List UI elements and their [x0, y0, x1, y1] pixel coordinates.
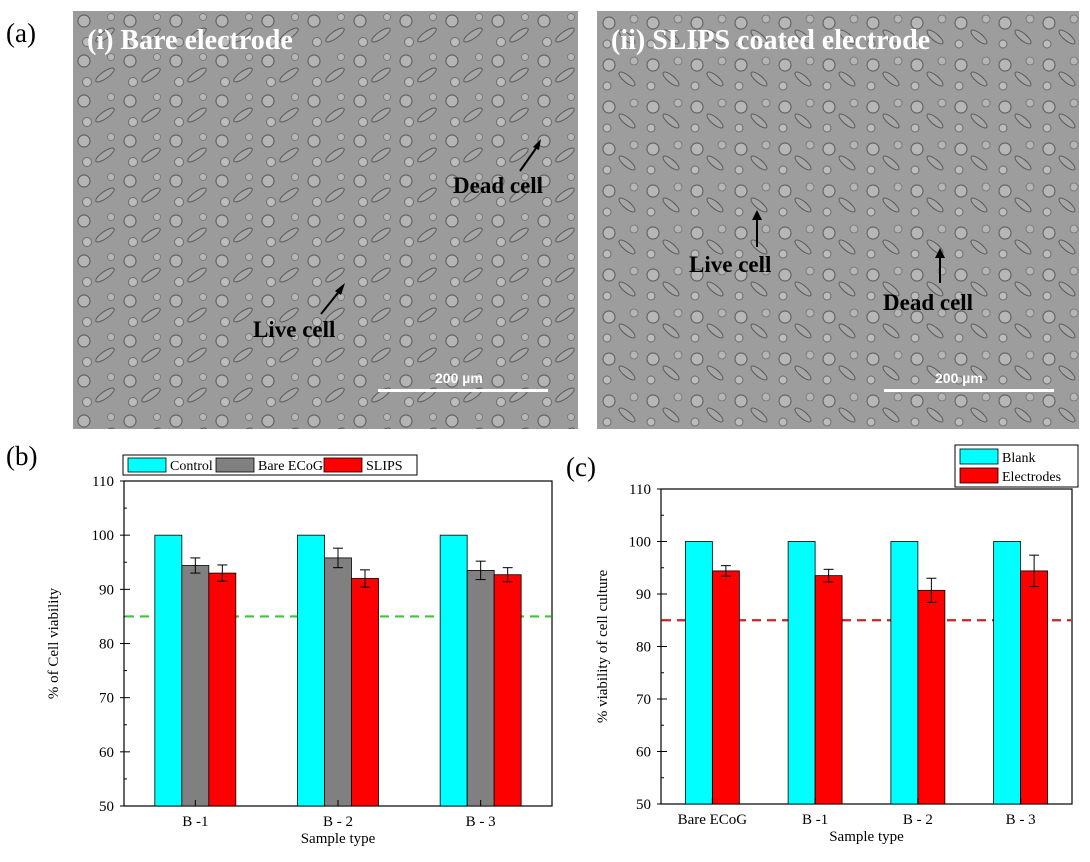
bar-control	[154, 534, 183, 807]
y-tick-label: 100	[629, 535, 652, 551]
bar-blank	[787, 541, 816, 805]
x-axis-label: Sample type	[829, 829, 904, 845]
micrograph-title-i: (i) Bare electrode	[87, 25, 293, 56]
plot-frame	[660, 488, 1073, 805]
bar-bare-ecog	[466, 569, 495, 807]
y-tick-label: 80	[99, 637, 114, 653]
y-tick-label: 110	[92, 474, 114, 490]
bar-control	[439, 534, 468, 807]
bar-blank	[993, 541, 1022, 805]
legend-box	[954, 444, 1079, 488]
bar-slips	[351, 578, 379, 807]
micrograph-slips-image: (ii) SLIPS coated electrode Live cell De…	[597, 11, 1079, 429]
y-tick-label: 60	[636, 745, 651, 761]
legend-swatch	[127, 457, 167, 473]
scale-bar-i	[378, 389, 548, 392]
y-tick-label: 90	[99, 582, 114, 598]
live-cell-label-ii: Live cell	[689, 252, 771, 277]
bar-electrodes	[711, 570, 740, 805]
y-tick-label: 80	[636, 640, 651, 656]
bar-blank	[684, 541, 713, 805]
legend-label: SLIPS	[366, 459, 403, 474]
dead-cell-arrowhead-ii	[935, 248, 945, 258]
scale-bar-ii	[884, 389, 1054, 392]
legend-swatch	[959, 448, 999, 465]
y-tick-label: 100	[92, 528, 115, 544]
bar-slips	[493, 574, 522, 807]
bar-electrodes	[1020, 570, 1049, 805]
dead-cell-label-ii: Dead cell	[883, 290, 973, 315]
live-cell-arrowhead-i	[335, 283, 345, 295]
live-cell-label-i: Live cell	[253, 317, 335, 342]
dead-cell-arrowhead-i	[533, 139, 541, 150]
plot-frame	[123, 480, 553, 807]
panel-label-a: (a)	[6, 18, 36, 48]
live-cell-arrow-i	[320, 288, 342, 315]
y-tick-label: 90	[636, 587, 651, 603]
panel-label-c: (c)	[566, 452, 596, 482]
bar-electrodes	[814, 575, 843, 805]
x-axis-label: Sample type	[301, 831, 376, 847]
y-tick-label: 70	[636, 692, 651, 708]
micrograph-bare-electrode: (i) Bare electrode Dead cell Live cell 2…	[73, 11, 578, 429]
dead-cell-arrow-i	[519, 143, 540, 172]
dead-cell-label-i: Dead cell	[453, 173, 543, 198]
x-tick-label: B - 2	[903, 812, 933, 828]
bar-electrodes	[917, 589, 946, 805]
x-tick-label: B - 3	[466, 814, 496, 830]
legend-swatch	[959, 467, 999, 484]
y-axis-label: % viability of cell culture	[595, 570, 611, 724]
bar-control	[297, 534, 325, 807]
micrograph-title-ii: (ii) SLIPS coated electrode	[611, 25, 930, 56]
x-tick-label: B -1	[182, 814, 208, 830]
legend-label: Control	[170, 459, 213, 474]
y-tick-label: 70	[99, 691, 114, 707]
legend-swatch	[215, 457, 255, 473]
x-tick-label: B - 3	[1006, 812, 1036, 828]
legend-label: Bare ECoG	[258, 459, 323, 474]
y-tick-label: 50	[636, 797, 651, 813]
scale-bar-label-ii: 200 µm	[935, 370, 983, 386]
y-axis-label: % of Cell viability	[46, 587, 62, 699]
bar-blank	[890, 541, 919, 805]
live-cell-arrowhead-ii	[752, 210, 762, 220]
micrograph-slips-electrode: (ii) SLIPS coated electrode Live cell De…	[597, 11, 1079, 429]
x-tick-label: Bare ECoG	[678, 812, 748, 828]
bar-slips	[208, 572, 237, 807]
legend-swatch	[323, 457, 363, 473]
panel-label-b: (b)	[6, 441, 38, 471]
legend-box	[122, 454, 418, 476]
legend-label: Electrodes	[1002, 470, 1061, 485]
bar-bare-ecog	[324, 557, 352, 807]
micrograph-bare-image: (i) Bare electrode Dead cell Live cell 2…	[73, 11, 578, 429]
legend-label: Blank	[1002, 451, 1035, 466]
y-tick-label: 110	[629, 482, 651, 498]
bar-bare-ecog	[181, 565, 210, 807]
y-tick-label: 50	[99, 799, 114, 815]
y-tick-label: 60	[99, 745, 114, 761]
x-tick-label: B - 2	[323, 814, 353, 830]
x-tick-label: B -1	[802, 812, 828, 828]
scale-bar-label-i: 200 µm	[435, 370, 483, 386]
